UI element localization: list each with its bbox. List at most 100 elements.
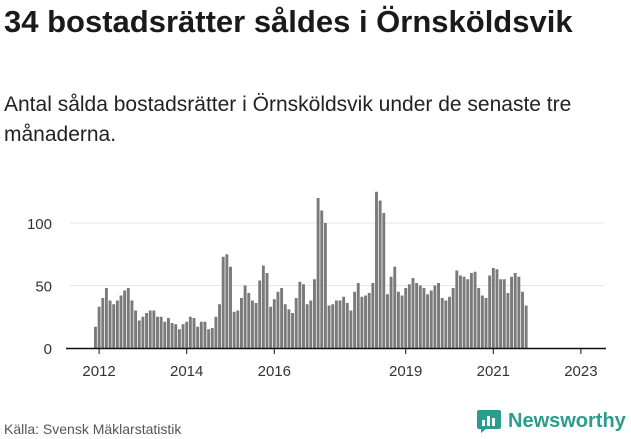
bar bbox=[316, 198, 320, 348]
bar bbox=[510, 276, 513, 348]
bar bbox=[396, 291, 400, 348]
bar bbox=[484, 298, 488, 348]
bar bbox=[382, 213, 386, 348]
bar bbox=[185, 321, 189, 348]
bar bbox=[349, 310, 353, 348]
bar bbox=[148, 310, 152, 348]
bar bbox=[152, 310, 156, 348]
bar bbox=[181, 324, 185, 348]
brand-logo[interactable]: Newsworthy bbox=[476, 408, 626, 434]
bar bbox=[258, 280, 262, 348]
bar bbox=[94, 326, 97, 348]
bar bbox=[291, 313, 294, 348]
bar bbox=[411, 278, 415, 348]
brand-name: Newsworthy bbox=[508, 409, 626, 432]
bar bbox=[134, 310, 138, 348]
bar bbox=[218, 304, 221, 348]
bar bbox=[305, 304, 309, 348]
x-tick-label: 2023 bbox=[564, 363, 597, 380]
bar bbox=[196, 326, 200, 348]
bar bbox=[156, 316, 159, 348]
bar bbox=[353, 291, 357, 348]
y-tick-label: 50 bbox=[35, 279, 52, 296]
x-axis: 2012 2014 2016 2019 2021 2023 bbox=[82, 348, 598, 380]
bar bbox=[101, 298, 105, 348]
bar bbox=[221, 256, 225, 348]
bar bbox=[393, 266, 397, 348]
bar bbox=[459, 275, 462, 348]
x-tick-label: 2019 bbox=[389, 363, 422, 380]
bar bbox=[331, 304, 335, 348]
bar bbox=[345, 303, 349, 348]
y-tick-label: 0 bbox=[44, 341, 52, 358]
bar bbox=[400, 295, 404, 348]
bar bbox=[210, 328, 214, 348]
bar bbox=[386, 294, 389, 348]
bar bbox=[177, 329, 181, 348]
bar bbox=[491, 268, 495, 348]
bar bbox=[469, 273, 473, 348]
annotations: 34 bbox=[582, 0, 601, 4]
bar bbox=[159, 316, 163, 348]
bar bbox=[327, 305, 331, 348]
bar bbox=[367, 293, 371, 348]
bar bbox=[378, 200, 382, 348]
bar bbox=[404, 288, 408, 348]
bar bbox=[309, 300, 313, 348]
bar bbox=[407, 284, 411, 348]
bar bbox=[141, 316, 145, 348]
bar bbox=[448, 296, 451, 348]
latest-value-label: 34 bbox=[582, 0, 601, 4]
bar bbox=[119, 295, 123, 348]
bar bbox=[462, 276, 466, 348]
x-tick-label: 2021 bbox=[477, 363, 510, 380]
bar bbox=[444, 300, 448, 348]
bar bbox=[269, 306, 273, 348]
bar bbox=[229, 266, 232, 348]
bar bbox=[513, 273, 517, 348]
bar bbox=[440, 298, 444, 348]
bar bbox=[495, 269, 499, 348]
bar bbox=[521, 291, 524, 348]
bar bbox=[240, 298, 243, 348]
x-tick-label: 2016 bbox=[258, 363, 291, 380]
bar bbox=[480, 295, 484, 348]
bar bbox=[473, 271, 477, 348]
bar bbox=[389, 276, 393, 348]
bar bbox=[199, 321, 203, 348]
bar bbox=[375, 191, 378, 348]
bar bbox=[429, 290, 433, 348]
bar bbox=[323, 223, 327, 348]
y-axis: 0 50 100 bbox=[27, 216, 52, 358]
bar bbox=[320, 210, 324, 348]
y-tick-label: 100 bbox=[27, 216, 52, 233]
bar bbox=[334, 300, 338, 348]
gridlines bbox=[70, 222, 604, 286]
bar bbox=[167, 318, 170, 348]
bar bbox=[192, 318, 196, 348]
bar bbox=[451, 288, 455, 348]
bar bbox=[265, 273, 269, 348]
bar bbox=[364, 295, 367, 348]
bar bbox=[371, 283, 375, 348]
bar bbox=[294, 298, 298, 348]
bar bbox=[123, 290, 127, 348]
bar bbox=[232, 311, 236, 348]
bar bbox=[254, 303, 258, 348]
bar bbox=[455, 270, 459, 348]
bar bbox=[203, 321, 207, 348]
bar bbox=[418, 285, 422, 348]
bar bbox=[225, 254, 229, 348]
bar bbox=[422, 288, 426, 348]
bar bbox=[214, 316, 218, 348]
bar bbox=[276, 291, 280, 348]
bar-chart: 0 50 100 2012 2014 2016 2019 2021 2023 34 bbox=[27, 0, 606, 380]
x-tick-label: 2014 bbox=[170, 363, 203, 380]
bar bbox=[338, 300, 342, 348]
bar bbox=[236, 310, 240, 348]
bar bbox=[250, 300, 254, 348]
bar bbox=[207, 329, 211, 348]
bar bbox=[261, 265, 265, 348]
newsworthy-logo-icon bbox=[477, 410, 501, 433]
bar bbox=[108, 300, 112, 348]
